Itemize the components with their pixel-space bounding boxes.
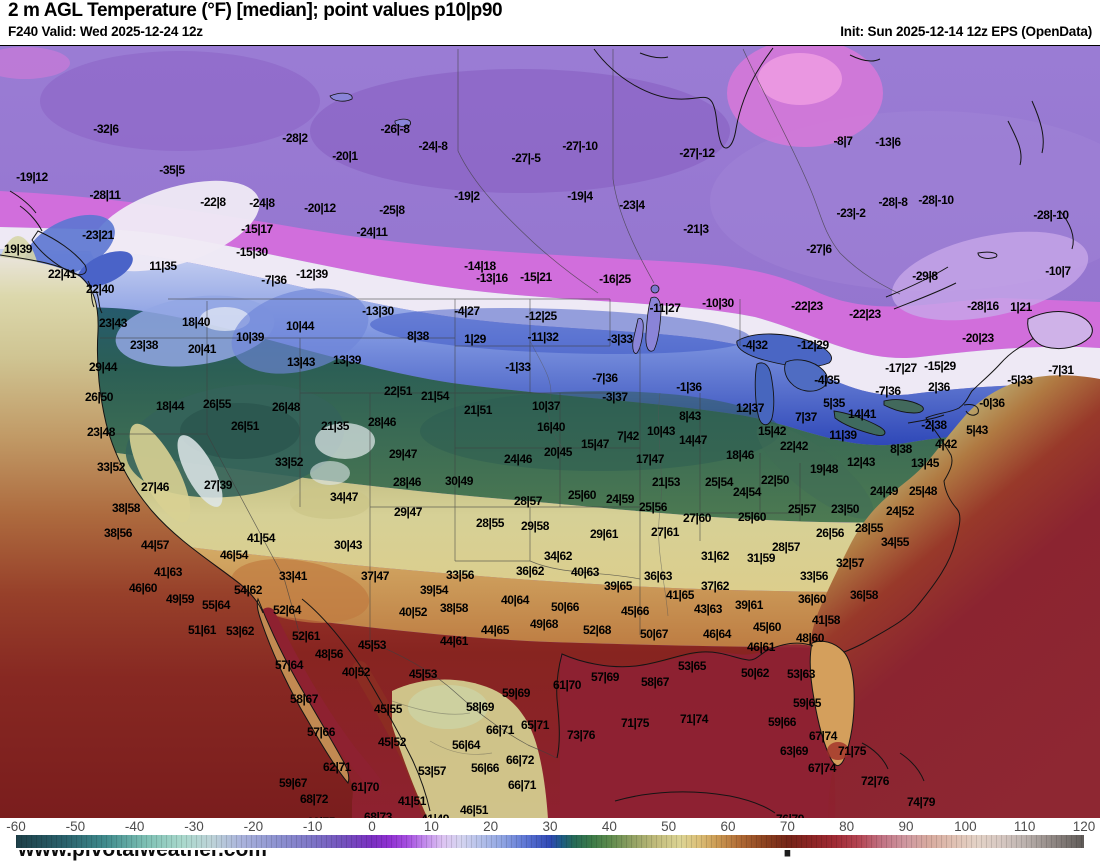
gulf-of-mexico <box>560 644 843 819</box>
colorbar-tick: 110 <box>1013 819 1036 834</box>
rivers <box>529 340 669 617</box>
gulf-of-california <box>260 607 382 791</box>
band-pink <box>0 191 1100 359</box>
init-time: Init: Sun 2025-12-14 12z EPS (OpenData) <box>840 24 1092 39</box>
colorbar-tick: 120 <box>1072 819 1096 834</box>
colorbar-tick: -10 <box>302 819 323 834</box>
great-lakes <box>736 333 924 436</box>
colorbar-tick: -20 <box>243 819 264 834</box>
pacific-ocean <box>0 257 353 819</box>
mexico-highland-patch <box>408 685 488 729</box>
florida-tip-warm <box>827 742 849 760</box>
baja-peninsula <box>256 597 350 785</box>
weather-map[interactable]: -32|6 -28|2 -20|1 -19|12 -35|5 -28|11 -22|8 -24… <box>0 45 1100 861</box>
colorbar-tick: 100 <box>954 819 977 834</box>
colorbar: -60 -50 -40 -30 -20 -10 0 10 20 30 40 50 60 70 80 90 100… <box>0 818 1100 850</box>
colorbar-gradient <box>16 835 1084 848</box>
colorbar-tick: 70 <box>779 819 795 834</box>
atlantic-ocean <box>810 375 1100 819</box>
temperature-field <box>0 46 1100 819</box>
colorbar-tick: -50 <box>65 819 86 834</box>
map-title: 2 m AGL Temperature (°F) [median]; point… <box>8 0 503 21</box>
colorbar-tick: 40 <box>601 819 617 834</box>
colorbar-tick: 80 <box>839 819 855 834</box>
colorbar-tick: 30 <box>542 819 558 834</box>
colorbar-tick: 50 <box>661 819 677 834</box>
valid-time: F240 Valid: Wed 2025-12-24 12z <box>8 24 203 39</box>
nova-scotia <box>1027 311 1093 350</box>
canadian-lakes <box>329 92 662 354</box>
state-borders <box>100 48 901 759</box>
colorbar-tick: 0 <box>368 819 376 834</box>
purple-texture <box>0 46 1100 291</box>
colorbar-tick: 20 <box>483 819 499 834</box>
colorbar-tick: -40 <box>124 819 145 834</box>
regional-patches <box>0 180 1089 623</box>
colorbar-segments <box>16 835 1084 848</box>
colorbar-tick: -60 <box>6 819 26 834</box>
header: 2 m AGL Temperature (°F) [median]; point… <box>0 0 1100 45</box>
colorbar-tick: 10 <box>423 819 439 834</box>
colorbar-tick: -30 <box>184 819 204 834</box>
colorbar-tick: 60 <box>720 819 736 834</box>
colorbar-tick: 90 <box>898 819 914 834</box>
